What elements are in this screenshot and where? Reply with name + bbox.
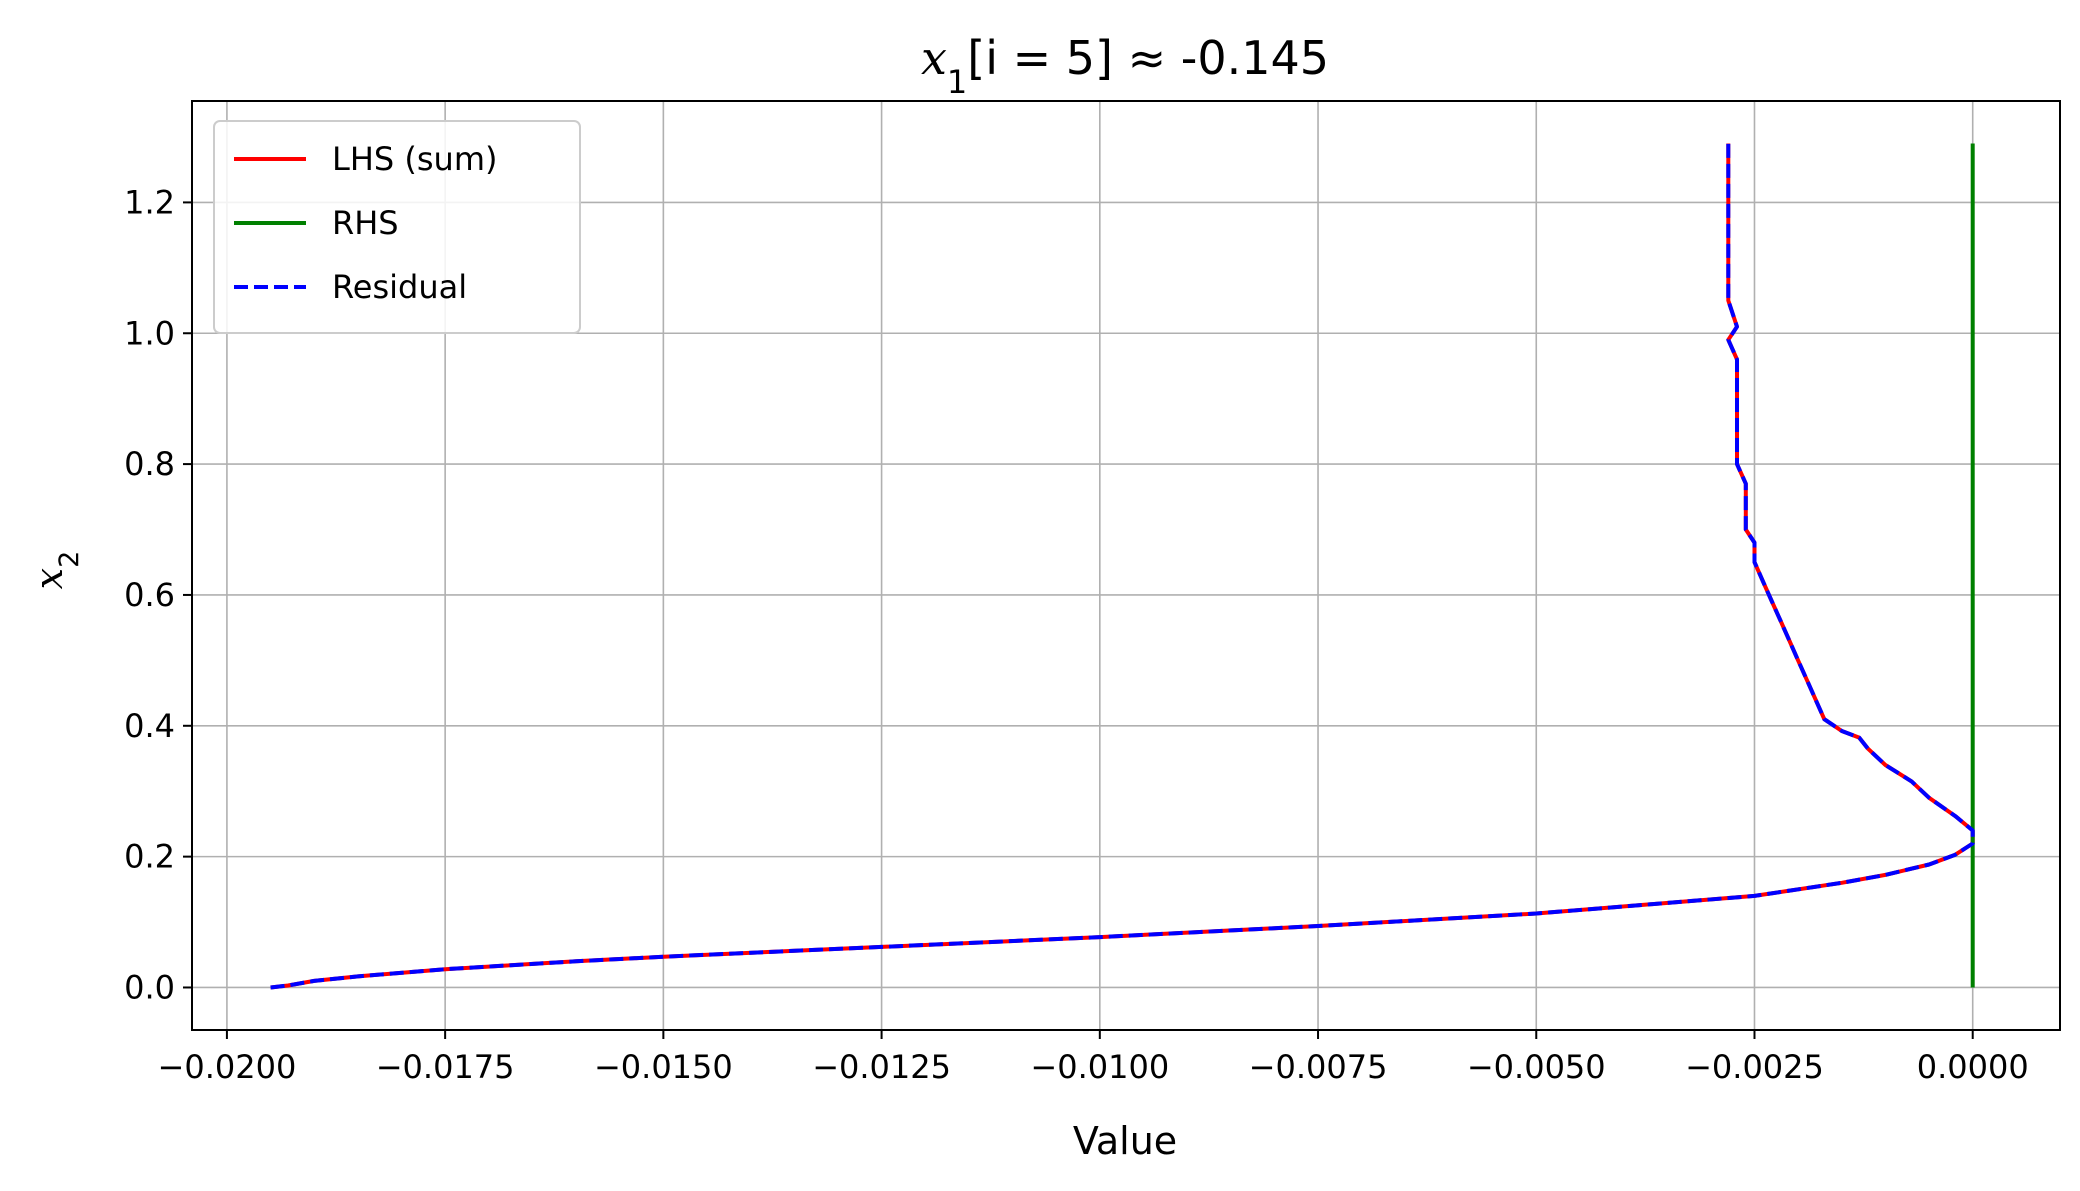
x-tick-label: −0.0075 (1249, 1048, 1388, 1086)
chart-title: x1[i = 5] ≈ -0.145 (921, 31, 1329, 101)
x-tick-label: −0.0175 (376, 1048, 515, 1086)
x-tick-label: −0.0025 (1685, 1048, 1824, 1086)
y-tick-label: 0.0 (124, 968, 175, 1006)
series-layer (270, 143, 1975, 990)
y-tick-label: 0.6 (124, 576, 175, 614)
series-line-lhs-sum (270, 143, 1975, 990)
x-tick-label: −0.0125 (812, 1048, 951, 1086)
y-tick-label: 1.0 (124, 314, 175, 352)
x-axis-label: Value (1073, 1119, 1177, 1163)
legend-label: RHS (332, 204, 399, 242)
y-axis-label: x2 (27, 551, 85, 590)
x-tick-label: −0.0200 (158, 1048, 297, 1086)
y-tick-label: 0.8 (124, 445, 175, 483)
legend-label: Residual (332, 268, 467, 306)
x-tick-label: 0.0000 (1917, 1048, 2029, 1086)
y-axis-label-sub: 2 (54, 551, 85, 568)
legend-box (213, 120, 581, 334)
axes-frame (191, 100, 2061, 1031)
grid-lines (192, 101, 2060, 1030)
legend: LHS (sum) RHS Residual (213, 120, 581, 334)
y-tick-label: 1.2 (124, 183, 175, 221)
title-var: x (921, 31, 947, 85)
x-tick-label: −0.0150 (594, 1048, 733, 1086)
tick-layer: −0.0200 −0.0175 −0.0150 −0.0125 −0.0100 −0.00… (124, 183, 2029, 1086)
x-tick-label: −0.0100 (1030, 1048, 1169, 1086)
title-var-sub: 1 (947, 63, 967, 101)
legend-label: LHS (sum) (332, 140, 497, 178)
y-axis-label-var: x (27, 568, 71, 589)
y-tick-label: 0.4 (124, 707, 175, 745)
x-tick-label: −0.0050 (1467, 1048, 1606, 1086)
y-tick-label: 0.2 (124, 838, 175, 876)
title-text: [i = 5] ≈ -0.145 (967, 31, 1329, 85)
